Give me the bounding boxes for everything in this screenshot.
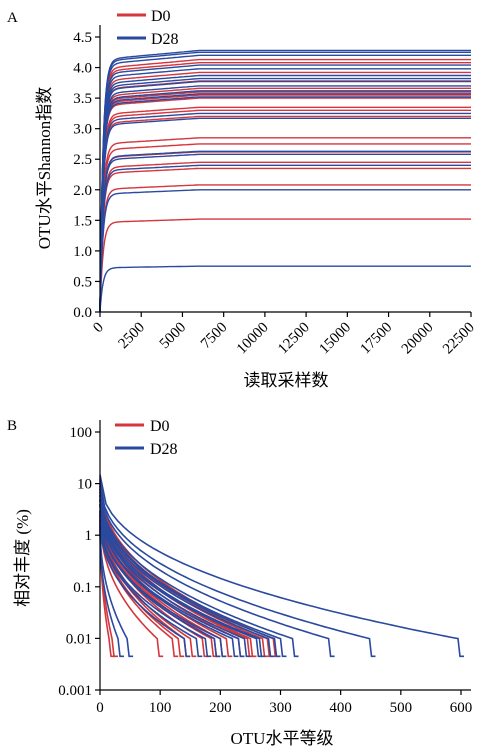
y-tick-label: 2.5 (73, 152, 92, 168)
rank-abundance-curve-d28 (99, 526, 124, 658)
rarefaction-curve-d28 (99, 189, 471, 312)
legend-d0-label: D0 (151, 8, 171, 25)
x-tick-label: 15000 (316, 320, 354, 358)
rarefaction-curve-d0 (99, 184, 471, 312)
y-tick-label: 4.0 (73, 61, 92, 77)
rank-abundance-curve-d28 (99, 488, 275, 658)
rarefaction-curve-d28 (99, 96, 471, 312)
rarefaction-curve-d0 (99, 151, 471, 312)
rank-abundance-curve-d28 (99, 494, 263, 658)
x-tick-label: 200 (209, 700, 232, 716)
y-tick-label: 0.1 (73, 580, 92, 596)
panel-b-x-ticks: 0 100 200 300 400 500 600 (96, 690, 472, 716)
x-tick-label: 600 (450, 700, 473, 716)
y-tick-label: 10 (77, 477, 92, 493)
x-tick-label: 0 (90, 320, 107, 337)
x-tick-label: 300 (269, 700, 292, 716)
panel-b-letter: B (7, 418, 17, 434)
panel-b-curves (99, 474, 464, 658)
rarefaction-curve-d28 (99, 153, 471, 312)
rarefaction-curve-d0 (99, 80, 471, 312)
x-tick-label: 10000 (234, 320, 272, 358)
x-tick-label: 2500 (116, 320, 149, 353)
rarefaction-curve-d0 (99, 218, 471, 312)
rarefaction-curve-d28 (99, 93, 471, 312)
rarefaction-curve-d0 (99, 137, 471, 312)
panel-a-y-title: OTU水平Shannon指数 (35, 87, 54, 249)
x-tick-label: 5000 (157, 320, 190, 353)
rarefaction-curve-d28 (99, 164, 471, 312)
rank-abundance-curve-d0 (99, 504, 179, 658)
rank-abundance-curve-d28 (99, 494, 251, 658)
x-tick-label: 100 (149, 700, 172, 716)
rarefaction-curve-d0 (99, 91, 471, 312)
y-tick-label: 3.0 (73, 122, 92, 138)
panel-b-x-title: OTU水平等级 (231, 729, 334, 748)
panel-b: B 0.001 0.01 0.1 1 10 100 0 100 200 300 400 500 600… (7, 418, 472, 748)
rank-abundance-curve-d28 (99, 474, 464, 658)
panel-a: A 0.0 0.5 1.0 1.5 2.0 2.5 3.0 3.5 4.0 4.5 0 2500 50… (7, 8, 478, 390)
panel-b-legend: D0 D28 (115, 418, 178, 458)
panel-a-x-title: 读取采样数 (244, 371, 329, 390)
panel-b-y-ticks: 0.001 0.01 0.1 1 10 100 (58, 425, 100, 699)
rank-abundance-curve-d28 (99, 519, 134, 658)
y-tick-label: 4.5 (73, 30, 92, 46)
legend-d28-label: D28 (151, 31, 179, 48)
x-tick-label: 17500 (358, 320, 396, 358)
rarefaction-curve-d28 (99, 265, 471, 312)
y-tick-label: 0.01 (66, 631, 92, 647)
y-tick-label: 0.001 (58, 683, 92, 699)
rank-abundance-curve-d28 (99, 483, 299, 658)
rarefaction-curve-d28 (99, 150, 471, 312)
legend-d28-label: D28 (150, 441, 178, 458)
rank-abundance-curve-d28 (99, 504, 221, 658)
rarefaction-curve-d28 (99, 90, 471, 312)
rank-abundance-curve-d28 (99, 510, 203, 658)
panel-a-letter: A (7, 10, 18, 26)
x-tick-label: 500 (390, 700, 413, 716)
rarefaction-curve-d28 (99, 85, 471, 312)
panel-a-curves (99, 49, 471, 312)
panel-a-x-ticks: 0 2500 5000 7500 10000 12500 15000 17500 20000 22… (90, 312, 478, 357)
panel-a-legend: D0 D28 (117, 8, 179, 48)
y-tick-label: 1.0 (73, 244, 92, 260)
rarefaction-curve-d28 (99, 68, 471, 312)
rarefaction-curve-d28 (99, 117, 471, 312)
panel-a-y-ticks: 0.0 0.5 1.0 1.5 2.0 2.5 3.0 3.5 4.0 4.5 (73, 30, 100, 321)
rarefaction-curve-d0 (99, 115, 471, 312)
x-tick-label: 20000 (399, 320, 437, 358)
rarefaction-curve-d28 (99, 112, 471, 312)
x-tick-label: 0 (96, 700, 104, 716)
rarefaction-curve-d0 (99, 97, 471, 312)
y-tick-label: 1 (85, 528, 93, 544)
rank-abundance-curve-d0 (99, 510, 164, 658)
rank-abundance-curve-d28 (99, 479, 335, 658)
y-tick-label: 1.5 (73, 213, 92, 229)
y-tick-label: 100 (70, 425, 93, 441)
rank-abundance-curve-d28 (99, 485, 281, 658)
rank-abundance-curve-d28 (99, 477, 376, 658)
rank-abundance-curve-d28 (99, 514, 191, 658)
y-tick-label: 0.5 (73, 274, 92, 290)
rank-abundance-curve-d28 (99, 499, 239, 658)
rarefaction-curve-d28 (99, 64, 471, 312)
panel-b-y-title: 相对丰度 (%) (13, 509, 32, 607)
x-tick-label: 22500 (440, 320, 478, 358)
legend-d0-label: D0 (150, 418, 170, 435)
x-tick-label: 12500 (275, 320, 313, 358)
rarefaction-curve-d0 (99, 94, 471, 312)
rank-abundance-curve-d28 (99, 491, 266, 658)
rank-abundance-curve-d28 (99, 504, 227, 658)
y-tick-label: 0.0 (73, 305, 92, 321)
rarefaction-curve-d0 (99, 143, 471, 312)
rank-abundance-curve-d28 (99, 510, 212, 658)
y-tick-label: 2.0 (73, 183, 92, 199)
rarefaction-curve-d28 (99, 54, 471, 312)
y-tick-label: 3.5 (73, 91, 92, 107)
x-tick-label: 400 (329, 700, 352, 716)
x-tick-label: 7500 (198, 320, 231, 353)
